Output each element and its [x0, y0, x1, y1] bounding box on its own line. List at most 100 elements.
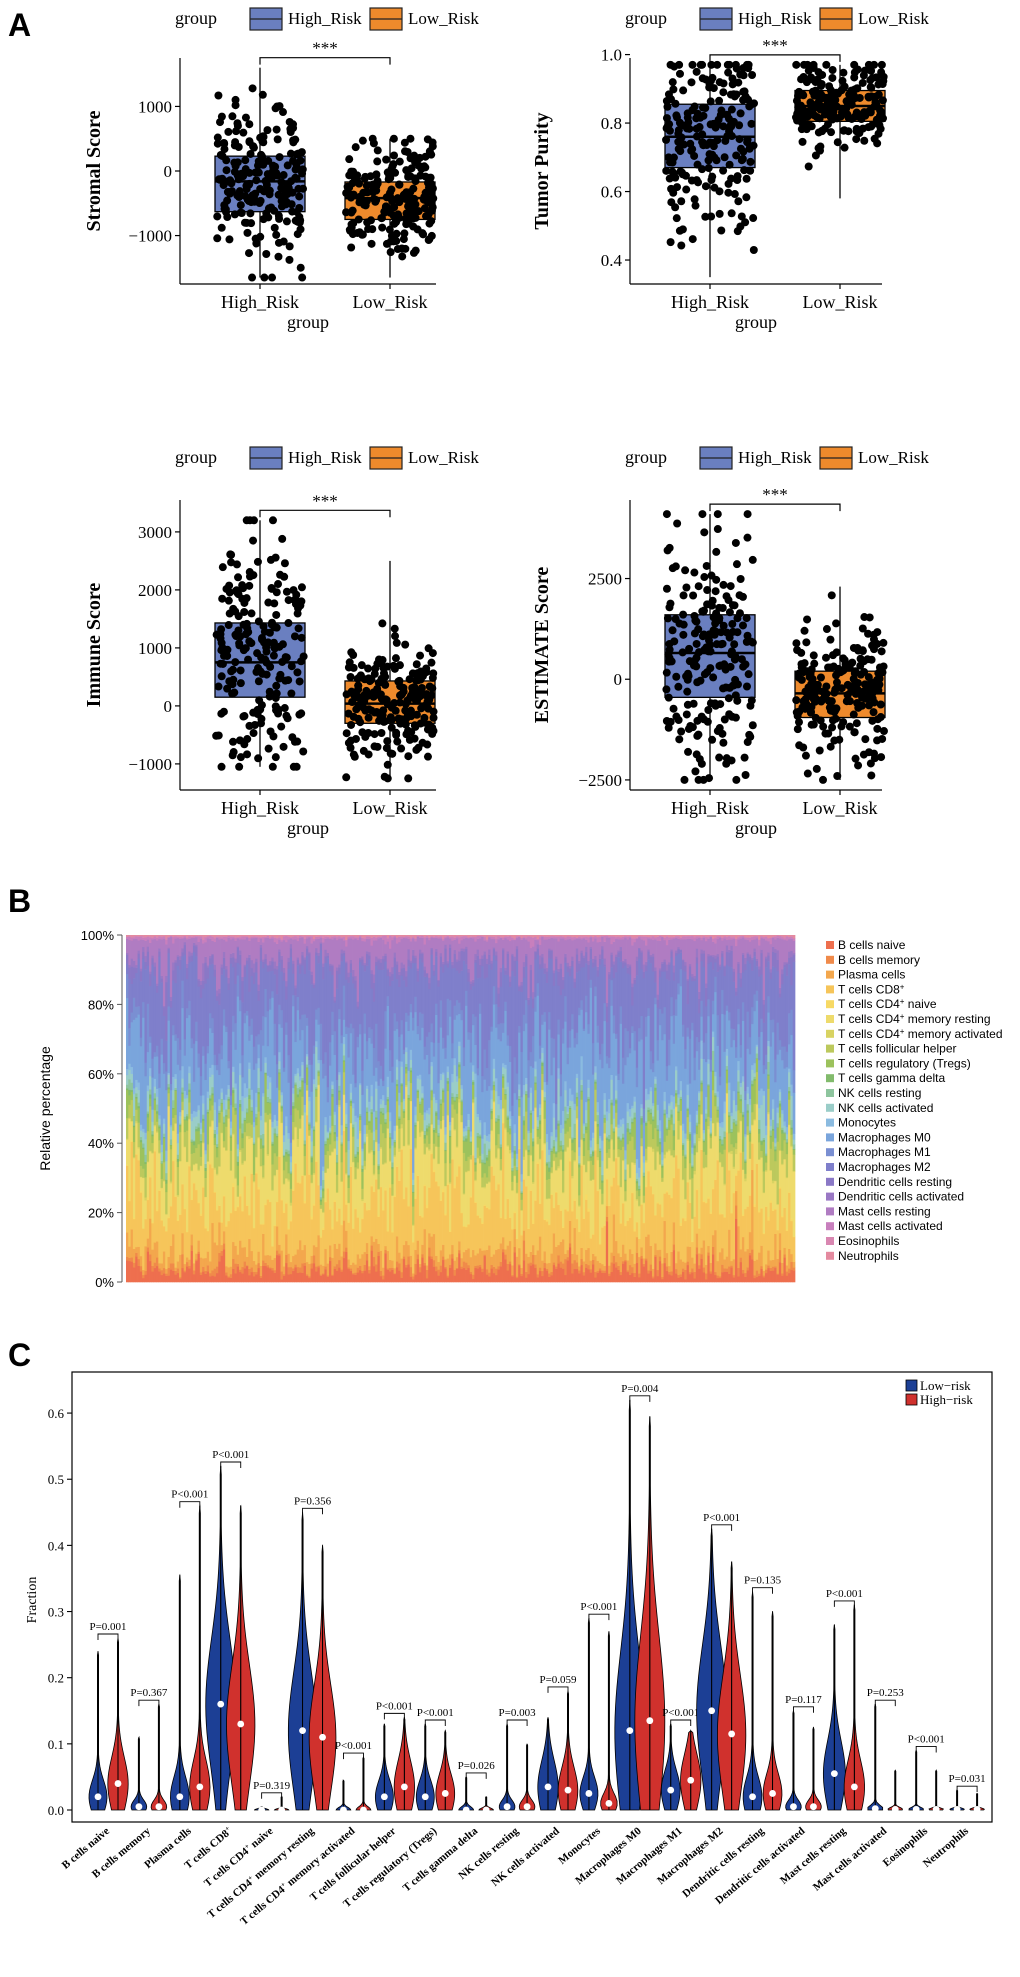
bar-segment-11	[439, 1079, 443, 1100]
bar-segment-5	[377, 1189, 381, 1216]
bar-segment-19	[439, 936, 443, 939]
bar-segment-9	[280, 1106, 284, 1109]
data-point	[234, 626, 243, 635]
bar-segment-8	[435, 1115, 438, 1134]
bar-segment-14	[144, 1062, 148, 1077]
bar-segment-13	[418, 1040, 422, 1075]
bar-segment-0	[409, 1276, 413, 1283]
data-point	[876, 78, 885, 87]
bar-segment-12	[435, 1099, 438, 1104]
bar-segment-12	[379, 1098, 383, 1105]
bar-segment-11	[412, 1179, 415, 1185]
bar-segment-21	[185, 935, 189, 937]
bar-segment-5	[239, 1151, 242, 1194]
bar-segment-8	[137, 1107, 141, 1123]
bar-segment-7	[158, 1140, 161, 1153]
bar-segment-0	[137, 1265, 141, 1283]
bar-segment-11	[192, 1117, 196, 1141]
bar-segment-18	[211, 940, 215, 954]
sample-bar	[375, 935, 378, 1283]
data-point	[662, 668, 671, 677]
bar-segment-14	[266, 1010, 270, 1047]
bar-segment-0	[282, 1275, 286, 1283]
bar-segment-12	[352, 1103, 355, 1109]
data-point	[679, 610, 688, 619]
bar-segment-3	[229, 1212, 233, 1267]
bar-segment-21	[439, 935, 443, 937]
bar-segment-3	[352, 1228, 355, 1263]
data-point	[383, 737, 392, 746]
bar-segment-5	[384, 1163, 388, 1188]
data-point	[728, 712, 737, 721]
sample-bar	[158, 935, 161, 1283]
bar-segment-19	[280, 939, 284, 942]
bar-segment-13	[425, 1054, 429, 1111]
bar-segment-15	[354, 988, 358, 1084]
bar-segment-3	[188, 1166, 191, 1260]
sample-bar	[144, 935, 148, 1283]
bar-segment-19	[317, 936, 321, 939]
data-point	[390, 624, 399, 633]
bar-segment-18	[308, 937, 311, 953]
sample-bar	[179, 935, 182, 1283]
sample-bar	[176, 935, 180, 1283]
bar-segment-0	[442, 1259, 445, 1283]
data-point	[688, 235, 697, 244]
sample-bar	[213, 935, 217, 1283]
data-point	[690, 151, 699, 160]
bar-segment-8	[236, 1165, 240, 1186]
bar-segment-9	[188, 1089, 191, 1093]
bar-segment-1	[312, 1255, 316, 1264]
bar-segment-8	[303, 1145, 307, 1157]
bar-segment-17	[333, 996, 337, 1001]
bar-segment-12	[285, 1116, 288, 1127]
bar-segment-3	[215, 1210, 219, 1246]
bar-segment-3	[222, 1196, 226, 1232]
bar-segment-3	[432, 1171, 436, 1235]
bar-segment-2	[342, 1220, 346, 1252]
bar-segment-1	[382, 1275, 385, 1280]
data-point	[294, 624, 303, 633]
bar-segment-5	[391, 1195, 394, 1232]
bar-segment-15	[358, 961, 362, 1025]
bar-segment-0	[162, 1273, 166, 1283]
bar-segment-9	[386, 1098, 390, 1102]
bar-segment-7	[248, 1122, 251, 1137]
sample-bar	[386, 935, 390, 1283]
bar-segment-5	[209, 1126, 212, 1164]
data-point	[879, 727, 888, 736]
bar-segment-8	[176, 1161, 180, 1168]
bar-segment-11	[345, 1113, 348, 1124]
bar-segment-2	[245, 1256, 249, 1266]
bar-segment-1	[377, 1251, 381, 1257]
bar-segment-16	[395, 964, 399, 980]
bar-segment-3	[423, 1185, 427, 1230]
bar-segment-10	[358, 1113, 362, 1117]
bar-segment-21	[255, 935, 258, 936]
bar-segment-0	[172, 1270, 175, 1283]
data-point	[391, 654, 400, 663]
bar-segment-5	[398, 1151, 401, 1181]
bar-segment-10	[130, 1082, 134, 1091]
bar-segment-11	[151, 1121, 155, 1132]
bar-segment-8	[358, 1116, 362, 1120]
bar-segment-14	[324, 1052, 328, 1076]
bar-segment-14	[183, 1038, 187, 1056]
data-point	[741, 92, 750, 101]
bar-segment-21	[135, 935, 138, 936]
sample-bar	[174, 935, 178, 1283]
bar-segment-17	[234, 958, 238, 963]
bar-segment-0	[209, 1276, 212, 1283]
bar-segment-15	[296, 965, 300, 998]
bar-segment-2	[435, 1255, 438, 1267]
data-point	[689, 591, 698, 600]
data-point	[727, 105, 736, 114]
bar-segment-12	[245, 1087, 249, 1097]
data-point	[245, 572, 254, 581]
bar-segment-15	[428, 988, 431, 1033]
bar-segment-16	[135, 967, 138, 974]
bar-segment-2	[227, 1267, 231, 1277]
bar-segment-15	[418, 958, 422, 1013]
y-tick-label: 1000	[138, 97, 172, 116]
bar-segment-7	[167, 1093, 171, 1106]
